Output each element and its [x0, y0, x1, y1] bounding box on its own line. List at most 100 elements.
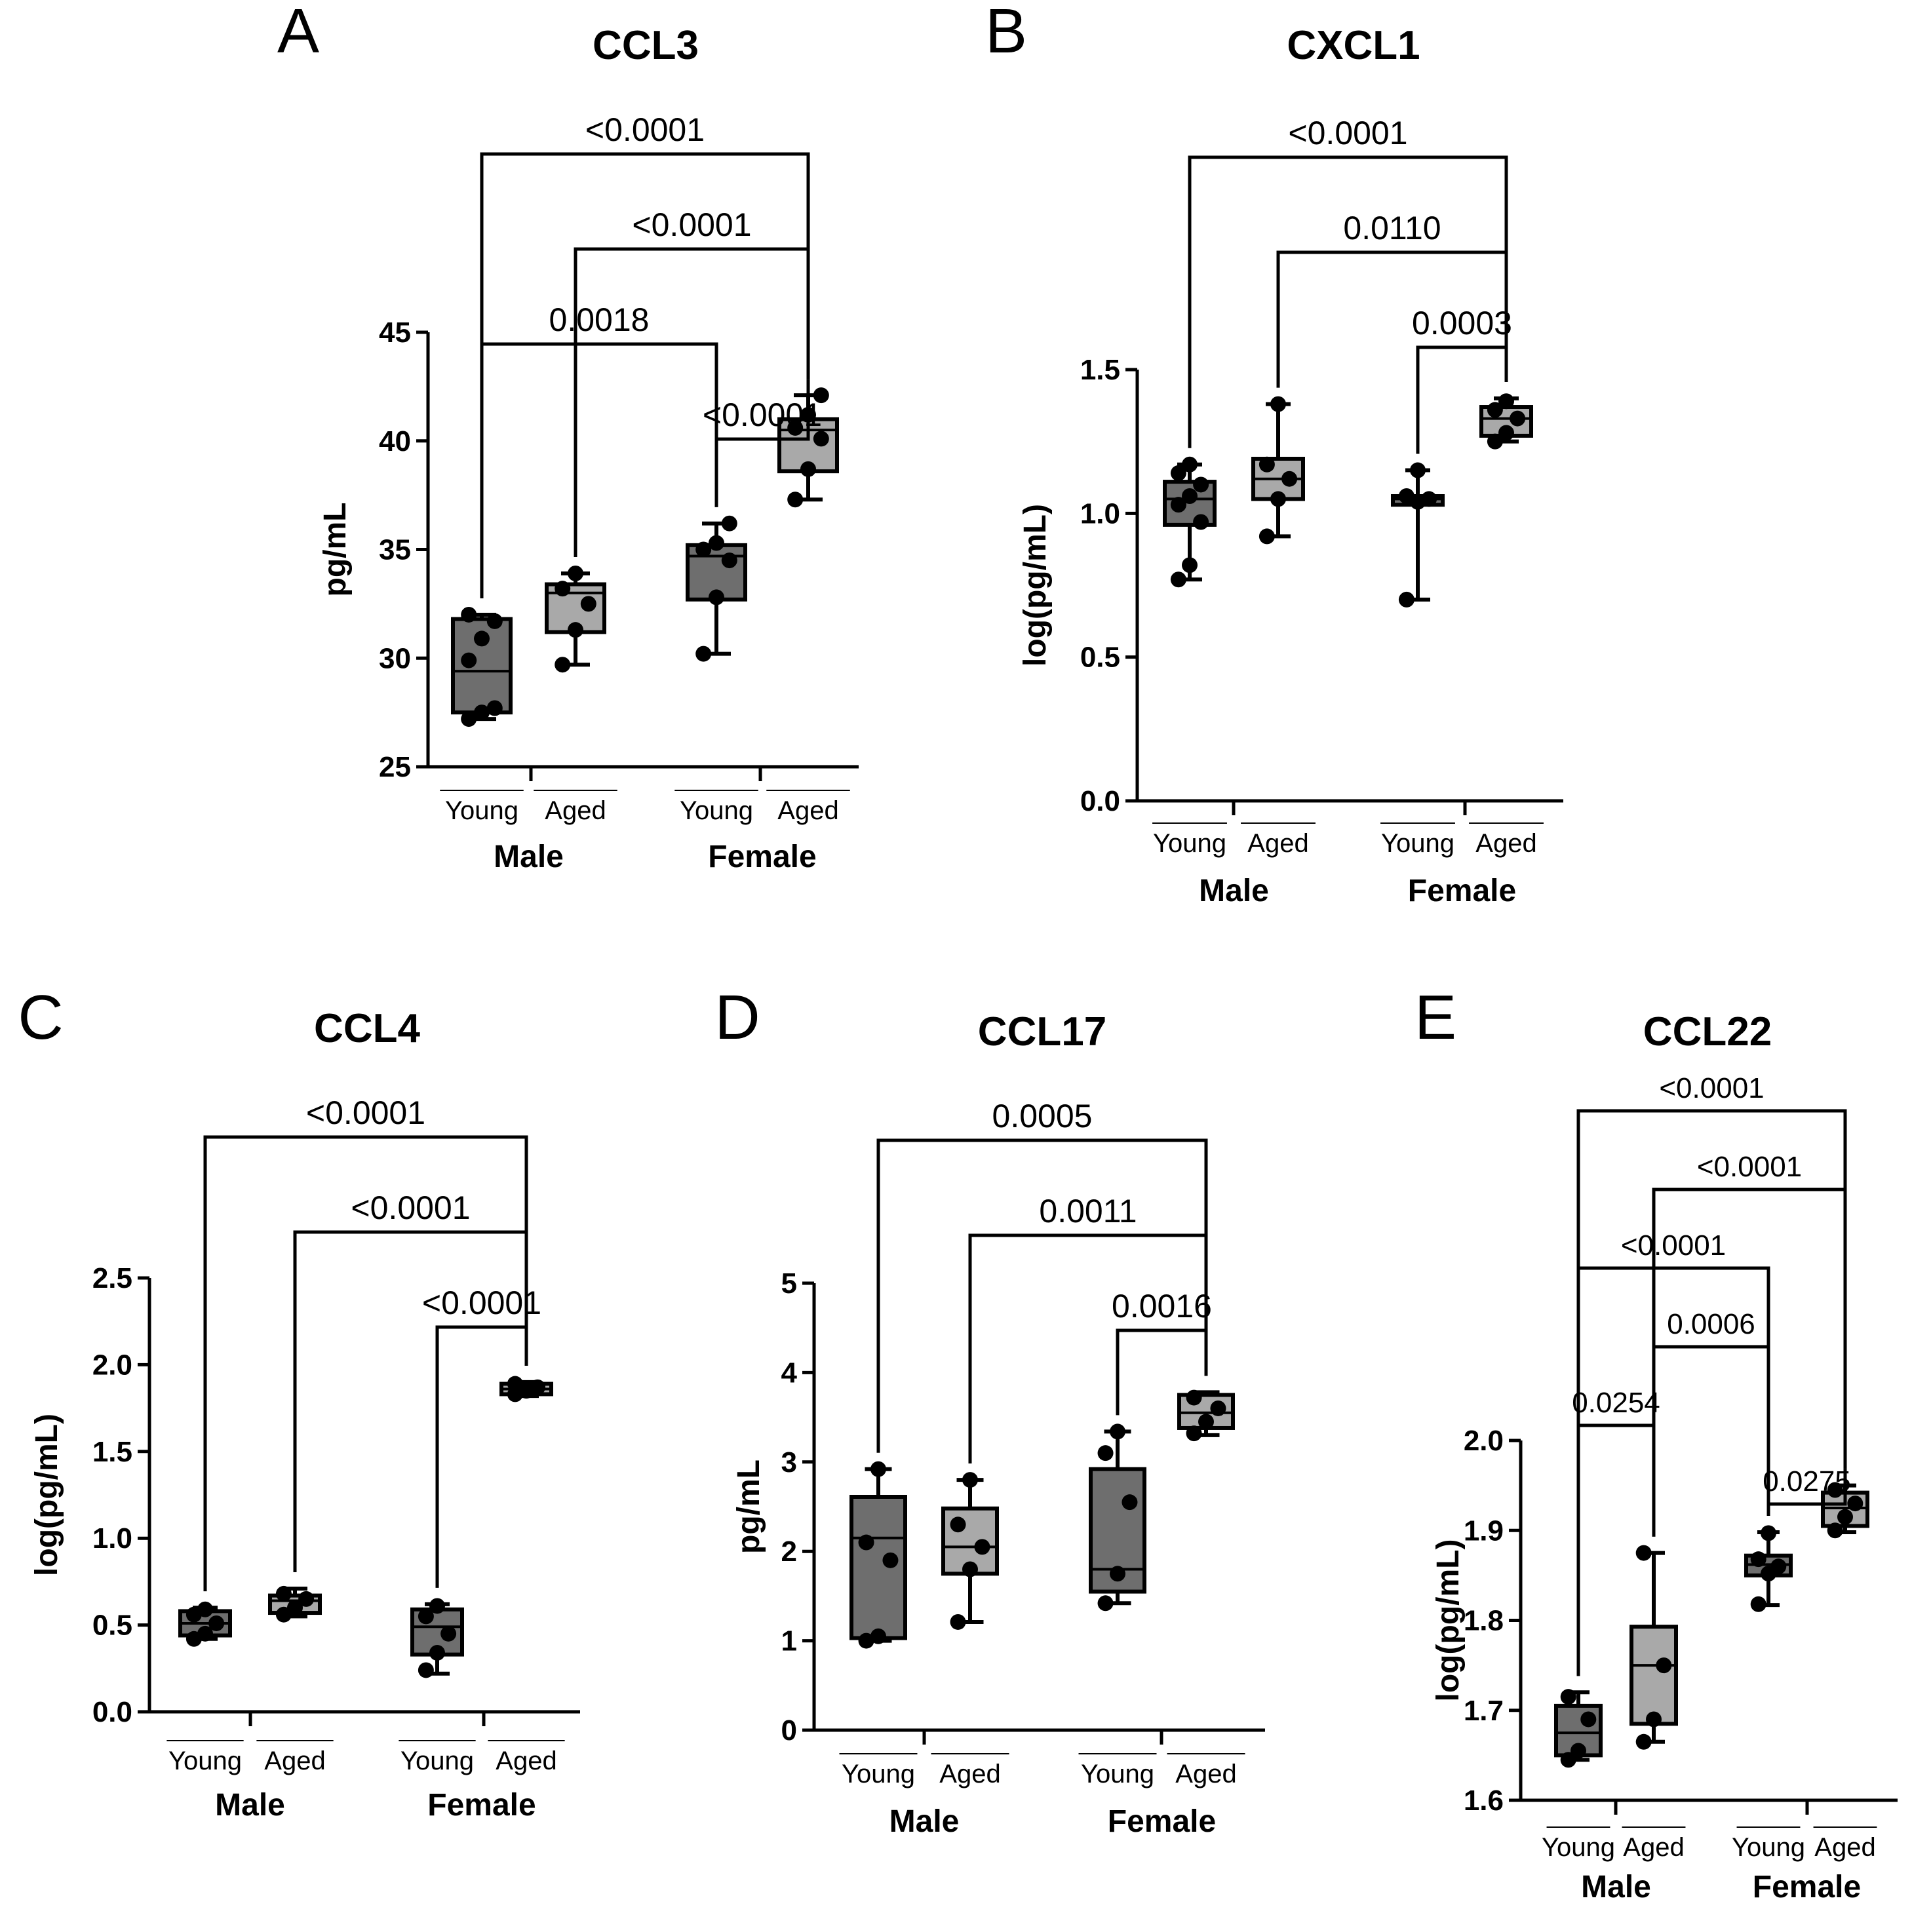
- data-point: [208, 1615, 225, 1631]
- p-value-label: <0.0001: [1697, 1151, 1802, 1183]
- significance-bracket: 0.0005: [876, 1098, 1208, 1453]
- p-value-label: <0.0001: [632, 206, 751, 243]
- y-axis-label: log(pg/mL): [29, 1414, 64, 1576]
- p-value-label: 0.0003: [1412, 305, 1512, 341]
- data-point: [787, 419, 804, 436]
- significance-bracket: 0.0018: [480, 301, 718, 598]
- data-point: [1827, 1522, 1843, 1539]
- data-point: [1750, 1596, 1766, 1612]
- significance-bracket: <0.0001: [203, 1094, 528, 1592]
- data-point: [1186, 1389, 1202, 1406]
- series-4: [1479, 393, 1533, 450]
- series-3: [686, 515, 747, 662]
- data-point: [1487, 433, 1503, 450]
- x-tick-label: Young: [680, 796, 753, 825]
- y-tick-label: 2.0: [92, 1349, 132, 1381]
- data-point: [1750, 1551, 1766, 1568]
- data-point: [1122, 1494, 1138, 1511]
- bracket-line: [574, 247, 810, 557]
- y-tick-label: 45: [379, 317, 411, 349]
- data-point: [709, 535, 724, 551]
- data-point: [1270, 396, 1286, 412]
- y-tick-label: 4: [781, 1357, 798, 1389]
- y-axis-label: pg/mL: [732, 1459, 766, 1554]
- data-point: [1398, 591, 1414, 608]
- panel-a: A CCL3 pg/mL 25 30 35 40 45 Young Aged Young Aged Ma…: [277, 0, 859, 874]
- data-point: [474, 705, 490, 721]
- data-point: [418, 1608, 434, 1625]
- series-1: [178, 1601, 232, 1647]
- p-value-label: 0.0275: [1763, 1465, 1851, 1497]
- significance-bracket: <0.0001: [480, 111, 810, 598]
- y-axis-label: log(pg/mL): [1431, 1539, 1466, 1702]
- box: [849, 1494, 907, 1640]
- data-point: [1170, 465, 1186, 481]
- p-value-label: <0.0001: [1288, 115, 1407, 151]
- x-tick-label: Young: [1732, 1833, 1805, 1862]
- data-point: [962, 1561, 978, 1577]
- panel-b: B CXCL1 log(pg/mL) 0.0 0.5 1.0 1.5 Young Aged You…: [985, 0, 1563, 908]
- data-point: [870, 1461, 886, 1477]
- data-point: [950, 1613, 966, 1630]
- data-point: [1580, 1711, 1597, 1728]
- series-1: [1554, 1689, 1603, 1768]
- y-tick-label: 1.9: [1464, 1515, 1504, 1547]
- panel-letter: C: [18, 982, 63, 1053]
- data-point: [1170, 571, 1186, 588]
- p-value-label: <0.0001: [1659, 1072, 1764, 1104]
- y-tick-label: 25: [379, 751, 411, 783]
- y-tick-label: 3: [781, 1446, 797, 1478]
- y-tick-label: 1.8: [1464, 1605, 1504, 1637]
- data-point: [1761, 1525, 1776, 1541]
- panel-letter: A: [277, 0, 319, 66]
- chart-title: CCL3: [593, 23, 699, 68]
- data-point: [461, 606, 477, 623]
- data-point: [568, 565, 583, 581]
- y-axis-label: pg/mL: [318, 503, 353, 597]
- data-point: [429, 1598, 445, 1614]
- data-point: [695, 541, 712, 558]
- significance-bracket: 0.0254: [1572, 1387, 1660, 1676]
- panel-letter: E: [1414, 982, 1456, 1053]
- bracket-line: [1276, 250, 1508, 388]
- data-point: [1410, 462, 1426, 478]
- panel-c: C CCL4 log(pg/mL) 0.0 0.5 1.0 1.5 2.0 2.5 Young Ag…: [18, 982, 580, 1823]
- y-tick-label: 0.5: [92, 1610, 132, 1642]
- x-tick-label: Aged: [777, 796, 838, 825]
- chart-title: CCL22: [1643, 1009, 1772, 1054]
- bracket-line: [480, 342, 718, 598]
- y-tick-label: 1.5: [1080, 354, 1120, 386]
- data-point: [461, 652, 477, 668]
- series-4: [777, 387, 839, 508]
- panel-letter: B: [985, 0, 1027, 66]
- y-tick-label: 0: [781, 1714, 797, 1747]
- series-4: [1177, 1389, 1235, 1442]
- bracket-line: [1652, 1345, 1770, 1537]
- panel-letter: D: [714, 982, 760, 1053]
- data-point: [1193, 476, 1209, 493]
- data-point: [1421, 491, 1437, 507]
- data-point: [1656, 1657, 1672, 1674]
- series-1: [1163, 456, 1217, 588]
- significance-bracket: 0.0275: [1763, 1465, 1851, 1516]
- data-point: [1487, 402, 1503, 418]
- p-value-label: 0.0011: [1039, 1193, 1137, 1229]
- group-label: Male: [1199, 874, 1269, 908]
- data-point: [1770, 1558, 1787, 1575]
- group-label: Male: [494, 840, 564, 874]
- y-tick-label: 5: [781, 1267, 797, 1300]
- data-point: [962, 1472, 978, 1488]
- x-tick-label: Aged: [1175, 1760, 1236, 1788]
- data-point: [813, 431, 829, 447]
- y-tick-label: 35: [379, 534, 411, 566]
- group-label: Female: [1753, 1870, 1861, 1904]
- p-value-label: 0.0254: [1572, 1387, 1660, 1419]
- x-tick-label: Aged: [545, 796, 606, 825]
- data-point: [1182, 456, 1198, 473]
- x-tick-label: Young: [842, 1760, 915, 1788]
- bracket-line: [968, 1233, 1208, 1464]
- data-point: [950, 1517, 966, 1533]
- p-value-label: <0.0001: [1621, 1229, 1726, 1262]
- y-tick-label: 2.5: [92, 1262, 132, 1294]
